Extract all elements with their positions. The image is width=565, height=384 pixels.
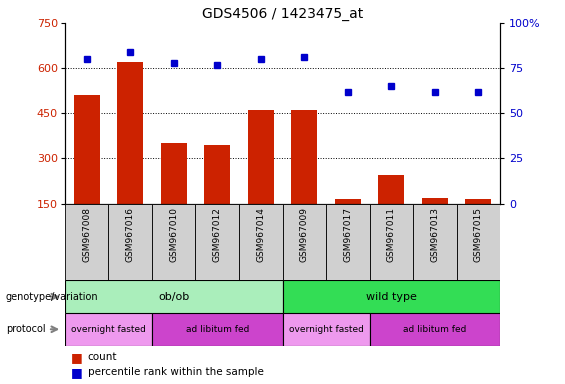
Text: ■: ■ bbox=[71, 351, 82, 364]
Bar bbox=[326, 204, 370, 280]
Text: wild type: wild type bbox=[366, 291, 417, 302]
Bar bbox=[204, 145, 231, 204]
Bar bbox=[370, 204, 413, 280]
Text: ob/ob: ob/ob bbox=[158, 291, 189, 302]
Text: genotype/variation: genotype/variation bbox=[6, 291, 98, 302]
Bar bbox=[239, 204, 282, 280]
Text: overnight fasted: overnight fasted bbox=[71, 325, 146, 334]
Text: protocol: protocol bbox=[6, 324, 45, 334]
Text: ad libitum fed: ad libitum fed bbox=[185, 325, 249, 334]
Text: GSM967015: GSM967015 bbox=[474, 207, 483, 262]
Text: GSM967008: GSM967008 bbox=[82, 207, 91, 262]
Bar bbox=[413, 204, 457, 280]
Bar bbox=[334, 199, 361, 204]
Bar bbox=[282, 313, 370, 346]
Bar bbox=[421, 197, 448, 204]
Bar bbox=[65, 204, 108, 280]
Title: GDS4506 / 1423475_at: GDS4506 / 1423475_at bbox=[202, 7, 363, 21]
Bar bbox=[65, 280, 282, 313]
Bar bbox=[108, 204, 152, 280]
Text: GSM967011: GSM967011 bbox=[387, 207, 396, 262]
Bar bbox=[282, 280, 500, 313]
Text: GSM967009: GSM967009 bbox=[300, 207, 308, 262]
Bar bbox=[73, 95, 100, 204]
Text: percentile rank within the sample: percentile rank within the sample bbox=[88, 367, 263, 377]
Text: GSM967012: GSM967012 bbox=[213, 207, 221, 262]
Bar bbox=[370, 313, 500, 346]
Bar bbox=[291, 110, 318, 204]
Bar bbox=[152, 204, 195, 280]
Bar bbox=[152, 313, 282, 346]
Text: GSM967013: GSM967013 bbox=[431, 207, 439, 262]
Text: overnight fasted: overnight fasted bbox=[289, 325, 363, 334]
Bar bbox=[457, 204, 500, 280]
Bar bbox=[378, 175, 405, 204]
Text: GSM967010: GSM967010 bbox=[170, 207, 178, 262]
Bar bbox=[160, 143, 187, 204]
Bar bbox=[117, 62, 144, 204]
Bar bbox=[465, 199, 492, 204]
Bar bbox=[247, 110, 274, 204]
Text: count: count bbox=[88, 352, 117, 362]
Bar bbox=[65, 313, 152, 346]
Text: ■: ■ bbox=[71, 366, 82, 379]
Text: ad libitum fed: ad libitum fed bbox=[403, 325, 467, 334]
Text: GSM967014: GSM967014 bbox=[257, 207, 265, 262]
Text: GSM967016: GSM967016 bbox=[126, 207, 134, 262]
Text: GSM967017: GSM967017 bbox=[344, 207, 352, 262]
Bar bbox=[282, 204, 326, 280]
Bar bbox=[195, 204, 239, 280]
